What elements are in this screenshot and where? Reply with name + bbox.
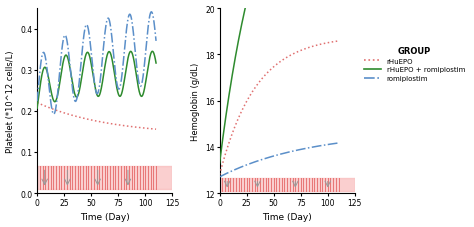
Y-axis label: Platelet (*10^12 cells/L): Platelet (*10^12 cells/L): [6, 50, 15, 152]
Y-axis label: Hemoglobin (g/dL): Hemoglobin (g/dL): [191, 62, 200, 140]
X-axis label: Time (Day): Time (Day): [262, 212, 312, 222]
Bar: [219, 178, 355, 191]
X-axis label: Time (Day): Time (Day): [80, 212, 129, 222]
Legend: rHuEPO, rHuEPO + romiplostim, romiplostim: rHuEPO, rHuEPO + romiplostim, romiplosti…: [361, 44, 468, 85]
Bar: [37, 167, 172, 189]
